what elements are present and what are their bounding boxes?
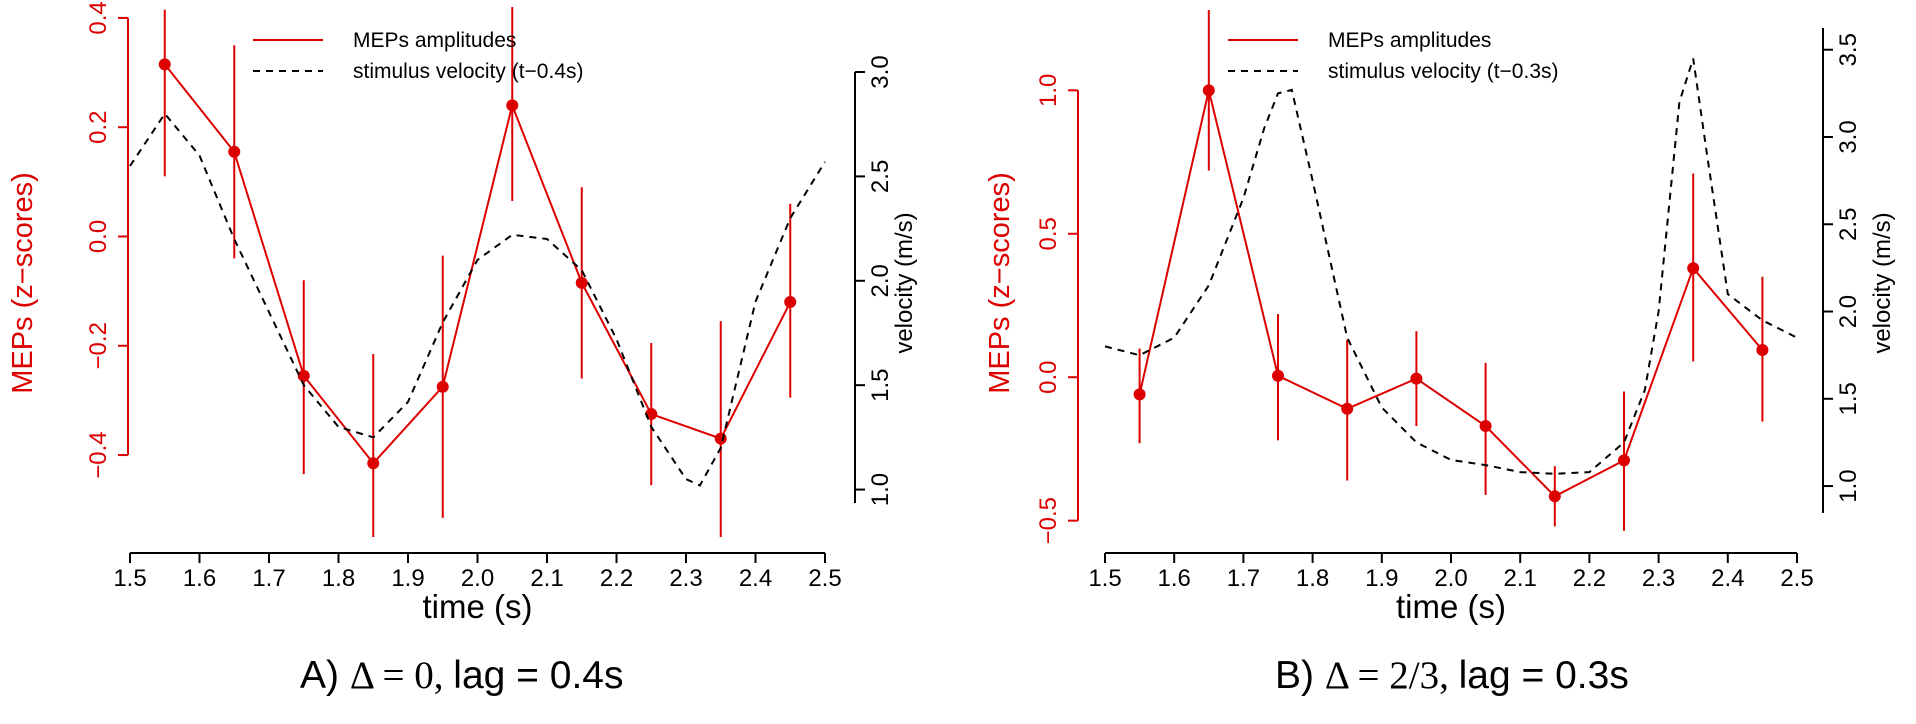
p2-y-left-tick-label: −0.5 [1035,497,1062,544]
p2-y-left-tick-label: 0.5 [1035,217,1062,250]
p1-x-tick-label: 2.4 [739,565,772,592]
p2-x-tick-label: 1.5 [1088,565,1121,592]
p2-x-tick-label: 2.0 [1434,565,1467,592]
p2-legend-label-velocity: stimulus velocity (t−0.3s) [1328,60,1559,83]
p1-x-tick-label: 2.5 [808,565,841,592]
p1-y-right-tick-label: 2.0 [867,264,894,297]
p1-meps-point [158,58,171,71]
p1-x-tick-label: 1.7 [252,565,285,592]
p1-caption-prefix: A) [300,654,350,697]
p2-meps-point [1756,343,1769,356]
p2-caption-math: Δ = 2/3, [1325,654,1459,697]
p2-y-right-tick-label: 1.5 [1835,382,1862,415]
p1-y-axis-right-title: velocity (m/s) [891,212,918,353]
p1-legend-label-meps: MEPs amplitudes [353,29,516,52]
p1-y-right-tick-label: 1.5 [867,368,894,401]
p1-meps-point [506,99,519,112]
p2-caption-prefix: B) [1275,654,1325,697]
p2-x-tick-label: 1.9 [1365,565,1398,592]
p1-meps-point [228,145,241,158]
p1-x-tick-label: 1.8 [322,565,355,592]
p1-caption-math: Δ = 0, [350,654,453,697]
p2-x-tick-label: 1.6 [1158,565,1191,592]
p2-meps-point [1202,84,1215,97]
p1-y-right-tick-label: 2.5 [867,160,894,193]
p1-y-right-tick-label: 1.0 [867,473,894,506]
p1-meps-point [367,457,380,470]
p1-x-tick-label: 2.2 [600,565,633,592]
p2-x-tick-label: 2.4 [1711,565,1744,592]
p2-meps-point [1687,262,1700,275]
p2-panel-caption: B) Δ = 2/3, lag = 0.3s [1275,654,1629,697]
p2-meps-point [1618,454,1630,467]
p2-x-tick-label: 2.3 [1642,565,1675,592]
p2-meps-point [1341,402,1354,415]
p2-meps-point [1479,419,1492,432]
p2-meps-point [1272,369,1284,382]
p1-y-right-tick-label: 3.0 [867,55,894,88]
p2-legend-label-meps: MEPs amplitudes [1328,29,1491,52]
p1-legend-label-velocity: stimulus velocity (t−0.4s) [353,60,584,83]
p1-meps-line [164,63,792,465]
p2-y-left-tick-label: 1.0 [1035,74,1062,107]
p2-caption-rest: lag = 0.3s [1459,654,1629,697]
p1-y-left-tick-label: 0.0 [85,220,112,253]
p1-meps-point [436,380,449,393]
p1-panel-caption: A) Δ = 0, lag = 0.4s [300,654,624,697]
p2-meps-line [1138,90,1764,498]
p1-meps-point [575,276,588,289]
p2-y-right-tick-label: 3.5 [1835,33,1862,66]
p2-x-tick-label: 2.1 [1504,565,1537,592]
p1-y-left-tick-label: −0.2 [85,322,112,369]
p1-y-axis-left-title: MEPs (z−scores) [7,172,39,394]
p2-x-tick-label: 1.8 [1296,565,1329,592]
p1-x-tick-label: 1.9 [391,565,424,592]
p1-y-left-tick-label: 0.2 [85,111,112,144]
p1-y-left-tick-label: −0.4 [85,431,112,478]
p2-y-right-tick-label: 3.0 [1835,120,1862,153]
p2-x-tick-label: 1.7 [1227,565,1260,592]
p2-meps-point [1410,372,1423,385]
p1-meps-point [784,296,797,309]
p2-velocity-line [1104,58,1798,475]
p1-caption-rest: lag = 0.4s [453,654,623,697]
p2-y-axis-left-title: MEPs (z−scores) [984,172,1016,394]
p2-meps-point [1548,490,1561,503]
p2-meps-point [1133,388,1146,401]
p1-x-tick-label: 1.5 [113,565,146,592]
p1-x-axis-title: time (s) [423,588,533,625]
p1-y-left-tick-label: 0.4 [85,1,112,34]
p2-x-tick-label: 2.5 [1780,565,1813,592]
p1-x-tick-label: 2.1 [530,565,563,592]
p2-x-axis-title: time (s) [1396,588,1506,625]
p2-y-left-tick-label: 0.0 [1035,361,1062,394]
p2-y-right-tick-label: 2.5 [1835,208,1862,241]
p1-x-tick-label: 2.0 [461,565,494,592]
p1-meps-point [297,369,310,382]
p2-y-right-tick-label: 1.0 [1835,469,1862,502]
p2-x-tick-label: 2.2 [1573,565,1606,592]
p2-y-axis-right-title: velocity (m/s) [1869,212,1896,353]
p1-x-tick-label: 2.3 [669,565,702,592]
p1-x-tick-label: 1.6 [183,565,216,592]
p2-y-right-tick-label: 2.0 [1835,295,1862,328]
p1-velocity-line [129,112,826,487]
